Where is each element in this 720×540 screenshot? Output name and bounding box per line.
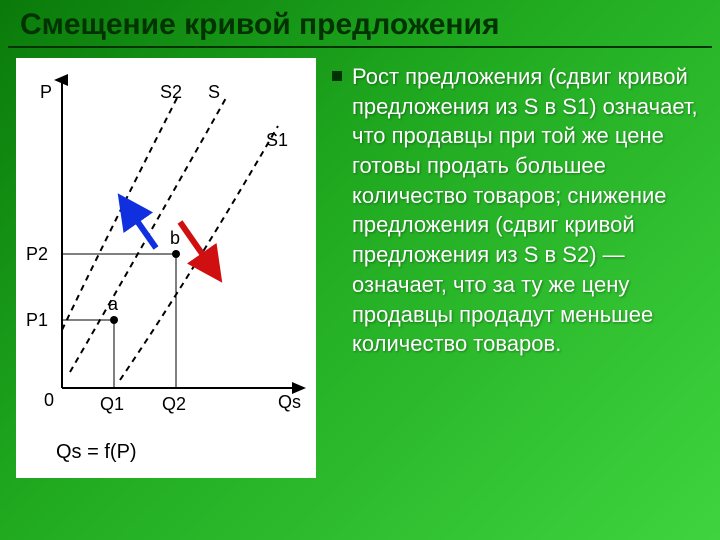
curve-S2 xyxy=(62,96,178,330)
tick-P1: P1 xyxy=(26,310,48,330)
chart-formula: Qs = f(P) xyxy=(56,441,137,464)
square-bullet-icon xyxy=(332,71,342,81)
content-row: P Qs 0 P1 P2 Q1 Q2 S2 S S1 xyxy=(0,58,720,478)
supply-chart: P Qs 0 P1 P2 Q1 Q2 S2 S S1 xyxy=(16,58,316,478)
point-b xyxy=(172,250,180,258)
slide-title: Смещение кривой предложения xyxy=(8,0,712,48)
tick-P2: P2 xyxy=(26,244,48,264)
label-S: S xyxy=(208,82,220,102)
origin-label: 0 xyxy=(44,390,54,410)
tick-Q2: Q2 xyxy=(162,394,186,414)
text-panel: Рост предложения (сдвиг кривой предложен… xyxy=(332,58,704,478)
body-text: Рост предложения (сдвиг кривой предложен… xyxy=(352,62,704,359)
x-axis-label: Qs xyxy=(278,392,301,412)
point-b-label: b xyxy=(170,228,180,248)
chart-container: P Qs 0 P1 P2 Q1 Q2 S2 S S1 xyxy=(16,58,316,478)
point-a-label: a xyxy=(108,294,119,314)
point-a xyxy=(110,316,118,324)
label-S2: S2 xyxy=(160,82,182,102)
shift-arrow-right xyxy=(180,222,212,268)
y-axis-label: P xyxy=(40,82,52,102)
tick-Q1: Q1 xyxy=(100,394,124,414)
label-S1: S1 xyxy=(266,130,288,150)
bullet-item: Рост предложения (сдвиг кривой предложен… xyxy=(332,62,704,359)
